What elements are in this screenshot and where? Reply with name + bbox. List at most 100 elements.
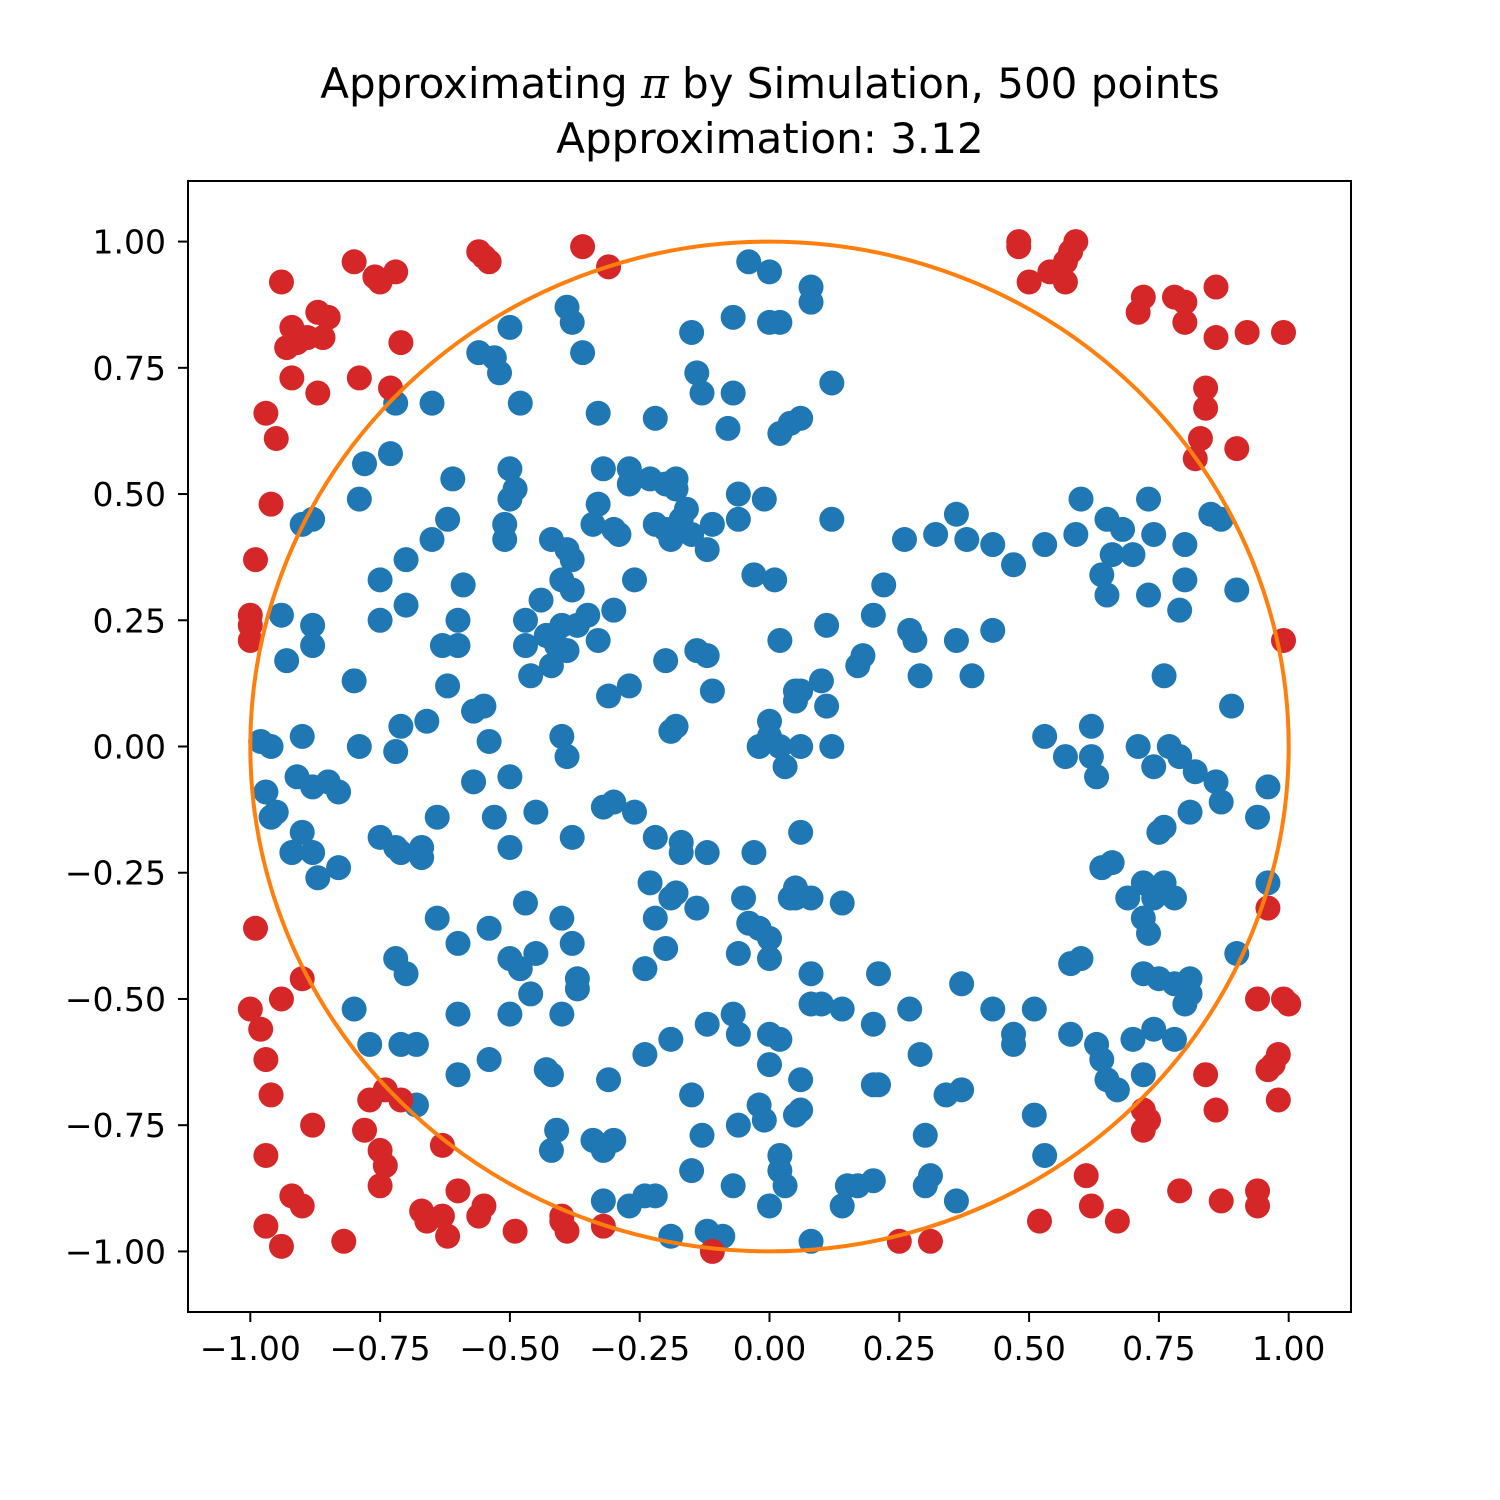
inside-point — [1032, 532, 1058, 558]
inside-point — [435, 506, 461, 532]
inside-point — [518, 981, 544, 1007]
inside-point — [684, 360, 710, 386]
inside-point — [757, 1193, 782, 1219]
outside-point — [429, 1203, 455, 1229]
outside-point — [1265, 1087, 1291, 1113]
inside-point — [305, 865, 331, 891]
inside-point — [518, 663, 544, 689]
inside-point — [1245, 804, 1271, 830]
inside-point — [590, 1188, 616, 1214]
inside-point — [424, 905, 450, 931]
x-tick-label: −0.50 — [459, 1329, 560, 1368]
inside-point — [788, 734, 814, 759]
outside-point — [1130, 1117, 1156, 1143]
inside-point — [767, 309, 793, 335]
inside-point — [741, 562, 767, 588]
outside-point — [554, 1218, 580, 1244]
inside-point — [819, 370, 845, 396]
outside-point — [372, 1153, 398, 1179]
title-pi-symbol: π — [640, 59, 670, 108]
inside-point — [912, 1173, 938, 1199]
inside-point — [912, 1122, 938, 1148]
inside-point — [1078, 744, 1104, 770]
inside-point — [829, 996, 855, 1022]
inside-point — [757, 925, 782, 951]
inside-point — [512, 633, 538, 659]
inside-point — [741, 840, 767, 866]
outside-point — [1078, 1193, 1104, 1219]
inside-point — [762, 567, 788, 593]
inside-point — [782, 678, 808, 704]
inside-point — [1141, 754, 1167, 780]
outside-point — [300, 1112, 326, 1138]
outside-point — [253, 400, 279, 426]
inside-point — [554, 744, 580, 770]
outside-point — [1234, 319, 1260, 345]
inside-point — [1099, 850, 1125, 876]
inside-point — [538, 1062, 564, 1088]
inside-point — [435, 673, 461, 699]
outside-point — [341, 249, 367, 275]
inside-point — [289, 723, 315, 749]
inside-point — [1136, 920, 1162, 946]
inside-point — [829, 890, 855, 916]
inside-point — [580, 511, 606, 537]
inside-point — [326, 855, 352, 881]
inside-point — [440, 466, 466, 492]
outside-point — [377, 375, 403, 401]
inside-point — [601, 1127, 627, 1153]
inside-point — [788, 1067, 814, 1093]
outside-point — [699, 1238, 725, 1264]
inside-point — [689, 1122, 715, 1148]
inside-point — [549, 1001, 575, 1027]
outside-point — [289, 966, 315, 992]
inside-point — [757, 1052, 782, 1078]
inside-point — [1151, 814, 1177, 840]
inside-point — [544, 1117, 570, 1143]
inside-point — [507, 956, 533, 982]
inside-point — [341, 996, 367, 1022]
inside-point — [1172, 532, 1198, 558]
inside-point — [559, 824, 585, 850]
inside-point — [284, 764, 310, 790]
inside-point — [1021, 996, 1047, 1022]
inside-point — [622, 799, 648, 825]
outside-point — [1006, 234, 1032, 260]
inside-point — [834, 1173, 860, 1199]
inside-point — [1058, 1021, 1084, 1047]
inside-point — [679, 319, 705, 345]
outside-point — [570, 234, 596, 260]
inside-point — [980, 532, 1006, 558]
inside-point — [788, 819, 814, 845]
inside-point — [476, 915, 502, 941]
x-tick-label: 0.50 — [992, 1329, 1065, 1368]
outside-point — [268, 986, 294, 1012]
inside-point — [642, 511, 668, 537]
inside-point — [1063, 521, 1089, 547]
outside-point — [367, 1173, 393, 1199]
x-tick-label: 0.00 — [733, 1329, 806, 1368]
outside-point — [1245, 1193, 1271, 1219]
inside-point — [694, 840, 720, 866]
inside-point — [788, 405, 814, 431]
inside-point — [1089, 562, 1115, 588]
inside-point — [1208, 506, 1234, 532]
inside-point — [757, 259, 782, 285]
outside-point — [388, 330, 414, 356]
inside-point — [461, 769, 487, 795]
outside-point — [1224, 436, 1250, 462]
title-prefix: Approximating — [320, 59, 641, 108]
inside-point — [476, 728, 502, 754]
inside-point — [258, 804, 284, 830]
inside-point — [943, 501, 969, 527]
y-tick-label: −1.00 — [65, 1232, 166, 1271]
outside-point — [268, 269, 294, 295]
outside-point — [237, 996, 263, 1022]
inside-point — [388, 713, 414, 739]
inside-point — [1141, 521, 1167, 547]
inside-point — [497, 1001, 523, 1027]
inside-point — [1110, 516, 1136, 542]
inside-point — [497, 456, 523, 482]
outside-point — [253, 1047, 279, 1073]
